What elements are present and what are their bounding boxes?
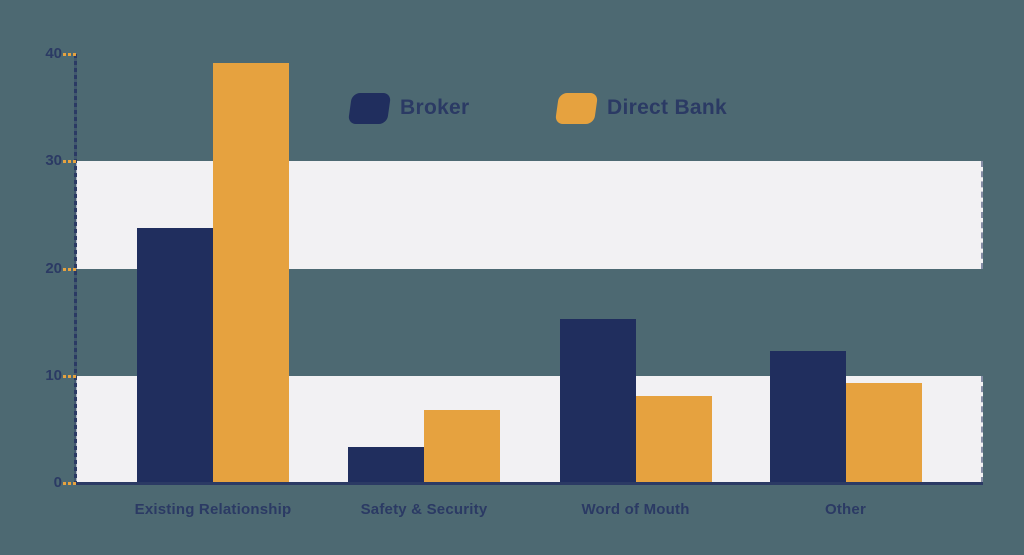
bar-direct-bank-other [845,383,922,483]
bar-direct-bank-word-of-mouth [635,396,712,483]
legend-label-broker: Broker [400,96,470,119]
bar-direct-bank-existing-relationship [213,62,289,483]
legend-label-direct-bank: Direct Bank [607,96,728,119]
y-tick-label-30: 30 [45,152,62,170]
y-tick-dash-20 [63,267,77,271]
broker-swatch-icon [347,92,392,124]
x-axis-label-safety-security: Safety & Security [360,501,488,518]
chart-legend: Broker Direct Bank [0,91,1024,125]
x-axis-label-word-of-mouth: Word of Mouth [581,501,690,518]
x-axis-line [74,482,983,485]
x-axis-label-other: Other [824,501,866,518]
y-tick-dash-0 [63,482,77,485]
y-tick-label-20: 20 [45,259,62,277]
bar-broker-word-of-mouth [559,318,636,483]
y-tick-dash-40 [63,53,77,56]
y-tick-dash-10 [63,374,77,378]
legend-item-direct-bank: Direct Bank [554,91,728,125]
bar-broker-other [769,351,846,483]
legend-item-broker: Broker [347,91,470,125]
x-axis-label-existing-relationship: Existing Relationship [134,501,292,518]
y-tick-label-0: 0 [53,474,62,491]
bar-direct-bank-safety-security [424,410,500,483]
y-tick-dash-30 [63,160,77,164]
y-tick-label-10: 10 [45,366,62,384]
direct-bank-swatch-icon [554,92,599,124]
bar-broker-existing-relationship [137,227,213,483]
bar-broker-safety-security [348,446,424,483]
y-tick-label-40: 40 [45,45,62,62]
